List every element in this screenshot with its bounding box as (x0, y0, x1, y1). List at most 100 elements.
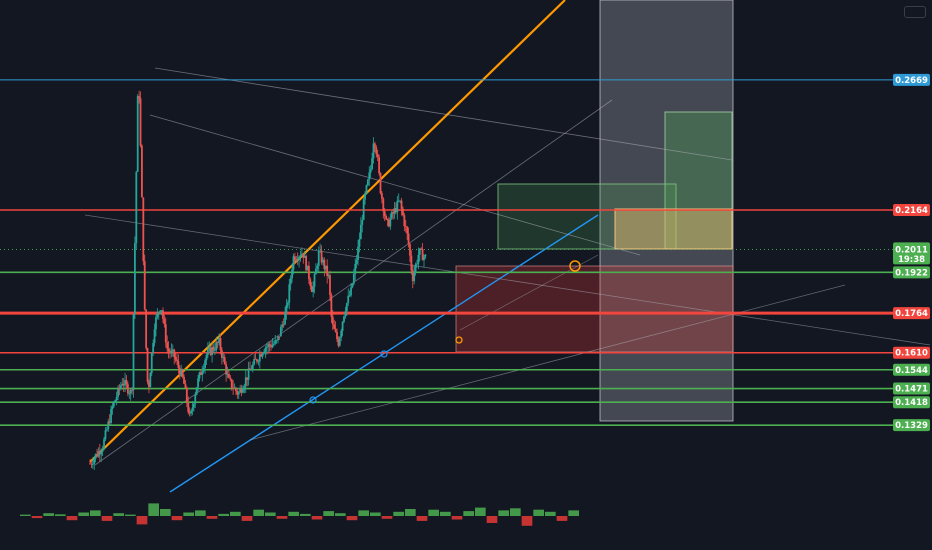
candle-body (190, 410, 192, 414)
candle-body (326, 265, 329, 276)
candle-body (396, 200, 399, 213)
candle-body (267, 344, 270, 347)
candle-body (348, 295, 351, 297)
candle-body (286, 302, 289, 306)
candle-body (114, 400, 117, 402)
candle-body (141, 145, 143, 198)
candle-body (163, 318, 166, 325)
candle-body (173, 349, 176, 357)
candle-body (330, 294, 333, 317)
volume-bar (55, 514, 66, 516)
candle-body (306, 265, 309, 271)
candle-body (333, 324, 336, 329)
candle-body (174, 356, 177, 360)
candle-body (136, 96, 139, 172)
price-label-0.1544: 0.1544 (895, 366, 928, 376)
candle-body (253, 358, 256, 365)
marker-circle-1 (569, 260, 581, 272)
candle-body (312, 286, 315, 292)
volume-bar (486, 516, 498, 523)
candle-body (125, 380, 128, 385)
candle-body (201, 371, 204, 375)
candle-body (388, 220, 390, 227)
price-label-0.1922-bg (893, 266, 930, 279)
price-label-0.1471: 0.1471 (895, 385, 928, 395)
candle-body (221, 350, 223, 358)
candle-body (236, 391, 239, 395)
candle-body (103, 439, 105, 450)
candle-body (139, 98, 142, 146)
candle-body (206, 349, 209, 356)
volume-bar (440, 511, 451, 516)
volume-bar (31, 516, 43, 519)
candle-body (317, 250, 320, 266)
candle-body (183, 376, 185, 384)
candle-body (331, 316, 334, 325)
candle-body (145, 309, 148, 349)
candle-body (418, 248, 421, 255)
candle-body (249, 368, 251, 371)
candle-body (416, 263, 418, 265)
candle-body (303, 255, 306, 258)
candle-body (313, 274, 316, 287)
candle-body (244, 377, 247, 387)
price-label-0.2669-bg (893, 73, 930, 86)
candle-body (423, 256, 425, 261)
chart-settings-button[interactable] (904, 6, 926, 18)
candle-body (380, 193, 383, 199)
candle-body (131, 389, 134, 391)
trendline-grey-5 (249, 284, 846, 441)
candle-body (302, 253, 305, 258)
candle-body (240, 388, 243, 393)
candle-body (205, 355, 208, 361)
entry-zone (614, 208, 733, 250)
candle-body (406, 226, 409, 234)
volume-bar (218, 513, 229, 516)
volume-bar (230, 511, 241, 516)
candle-body (379, 173, 382, 194)
candle-body (187, 402, 190, 413)
candle-body (111, 406, 114, 409)
volume-bar (556, 516, 568, 521)
candle-body (181, 369, 184, 377)
candle-body (399, 200, 402, 202)
candle-body (100, 451, 103, 455)
candle-body (122, 383, 125, 386)
candle-body (309, 279, 312, 287)
candle-body (409, 244, 411, 256)
candle-body (279, 326, 282, 337)
candle-body (368, 172, 371, 180)
candle-body (291, 269, 293, 279)
trendline-grey-2 (149, 114, 641, 256)
volume-bar (241, 516, 253, 521)
volume-bar (136, 516, 148, 525)
volume-bar (276, 516, 288, 519)
candle-body (424, 254, 427, 257)
candle-body (192, 403, 195, 408)
volume-bar (20, 514, 31, 516)
candle-body (315, 268, 317, 275)
candle-body (256, 359, 258, 362)
candle-body (90, 463, 93, 465)
candle-body (285, 305, 288, 313)
candle-body (382, 198, 385, 212)
volume-bar (300, 513, 311, 516)
candle-body (383, 211, 386, 217)
candle-body (390, 212, 393, 219)
volume-bar (498, 510, 509, 516)
candle-body (320, 250, 323, 263)
candle-body (152, 342, 155, 353)
candle-body (198, 372, 201, 379)
candle-body (121, 383, 124, 386)
candle-body (397, 200, 400, 202)
candle-body (117, 387, 119, 397)
candle-body (392, 212, 395, 214)
candle-body (176, 359, 178, 362)
candle-body (153, 329, 156, 343)
marker-circle-4 (380, 350, 388, 358)
candle-body (246, 377, 249, 380)
price-axis[interactable]: 0.2669 0.2164 0.1922 0.1764 0.1610 0.1544 0.14… (893, 73, 930, 432)
candle-body (129, 389, 132, 394)
